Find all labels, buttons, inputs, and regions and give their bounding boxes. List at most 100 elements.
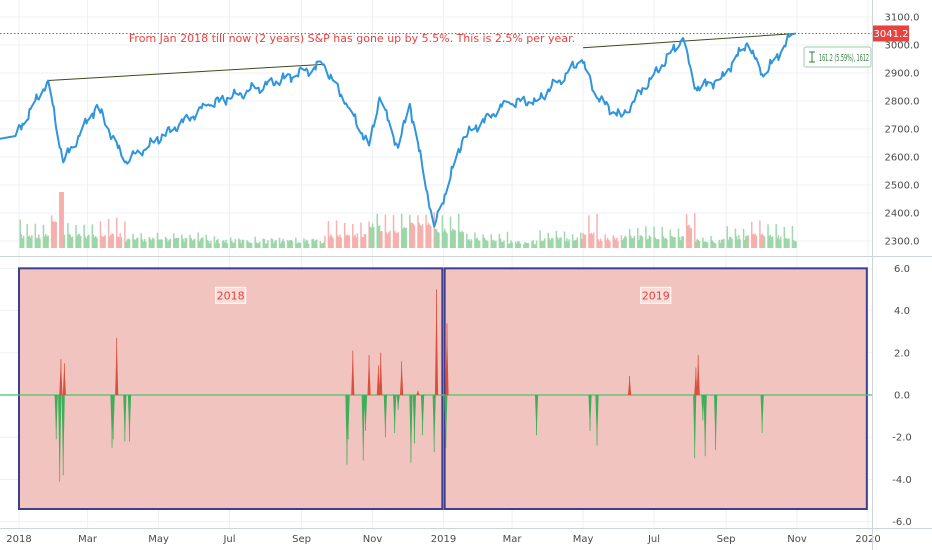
volume-bar (795, 241, 797, 248)
volume-bar (556, 237, 559, 248)
x-tick-label: Nov (363, 534, 383, 545)
volume-bar (127, 238, 130, 248)
volume-bar (590, 232, 593, 248)
volume-bar (467, 239, 469, 248)
volume-bar (88, 234, 90, 248)
volume-bar (35, 238, 38, 248)
volume-bar (468, 239, 470, 248)
volume-bar (410, 222, 412, 248)
volume-bar (719, 242, 722, 248)
volume-bar (224, 242, 226, 248)
volume-bar (753, 234, 755, 248)
volume-bar (771, 236, 774, 248)
volume-bar (290, 239, 292, 248)
volume-bar (142, 241, 145, 248)
volume-bar (221, 241, 224, 248)
volume-bar (568, 239, 570, 248)
volume-bar (246, 240, 248, 248)
volume-bar (175, 237, 177, 248)
volume-bar (571, 234, 574, 248)
volume-bar (697, 239, 699, 248)
volume-bar (563, 231, 566, 248)
year-box (443, 267, 868, 511)
volume-bar (637, 228, 639, 248)
volume-bar (788, 238, 790, 248)
volume-bar (397, 231, 399, 248)
volume-bar (689, 227, 691, 248)
volume-bar (607, 239, 610, 248)
volume-bar (395, 232, 397, 248)
volume-bar (493, 241, 496, 248)
volume-bar (75, 224, 77, 248)
volume-bar (747, 235, 750, 248)
volume-bar (266, 243, 268, 248)
volume-bar (614, 239, 617, 248)
volume-bar (677, 228, 680, 248)
volume-bar (298, 242, 301, 248)
year-box-label: 2018 (217, 289, 245, 302)
volume-bar (166, 238, 168, 248)
volume-bar (373, 227, 375, 248)
volume-bar (183, 242, 185, 248)
price-line (0, 32, 797, 228)
volume-bar (369, 226, 372, 248)
volume-bar (742, 228, 745, 248)
volume-bar (331, 236, 333, 248)
volume-bar (136, 237, 139, 248)
volume-bar (267, 240, 269, 248)
volume-bar (274, 241, 276, 248)
volume-bar (541, 241, 544, 248)
volume-bar (442, 231, 445, 248)
volume-bar (205, 234, 208, 248)
volume-bar (648, 235, 651, 248)
volume-bar (476, 237, 479, 248)
volume-bar (680, 240, 682, 248)
x-tick-label: Sep (717, 534, 736, 545)
volume-bar (355, 237, 358, 248)
x-tick-label: Jul (222, 534, 235, 545)
volume-bar (271, 239, 274, 248)
volume-bar (547, 232, 549, 248)
volume-bar (91, 224, 94, 248)
volume-bar (498, 233, 501, 248)
volume-bar (153, 238, 155, 248)
volume-bar (573, 240, 575, 248)
volume-bar (666, 239, 668, 248)
volume-bars (19, 192, 797, 248)
volume-bar (96, 237, 98, 248)
volume-bar (168, 239, 170, 248)
volume-bar (484, 239, 487, 248)
volume-bar (43, 236, 46, 248)
volume-bar (400, 213, 403, 248)
volume-bar (255, 242, 258, 248)
volume-bar (348, 235, 351, 248)
volume-bar (226, 243, 228, 248)
volume-bar (552, 238, 554, 248)
volume-bar (492, 239, 495, 248)
volume-bar (462, 232, 465, 248)
volume-bar (576, 237, 579, 248)
volume-bar (624, 235, 626, 248)
volume-bar (704, 241, 706, 248)
volume-bar (731, 238, 733, 248)
volume-bar (313, 241, 316, 248)
volume-bar (289, 240, 291, 248)
volume-bar (45, 234, 47, 248)
volume-bar (157, 239, 160, 248)
volume-bar (670, 235, 673, 248)
volume-bar (282, 239, 284, 248)
volume-bar (531, 241, 533, 248)
volume-bar (762, 235, 765, 248)
volume-bar (22, 235, 25, 248)
volume-bar (233, 242, 235, 248)
volume-bar (340, 237, 342, 248)
volume-bar (698, 240, 701, 248)
volume-bar (609, 241, 611, 248)
volume-bar (34, 223, 37, 248)
volume-bar (604, 234, 606, 248)
volume-bar (706, 242, 709, 248)
volume-bar (352, 223, 354, 248)
volume-bar (564, 241, 567, 248)
volume-bar (639, 235, 641, 248)
